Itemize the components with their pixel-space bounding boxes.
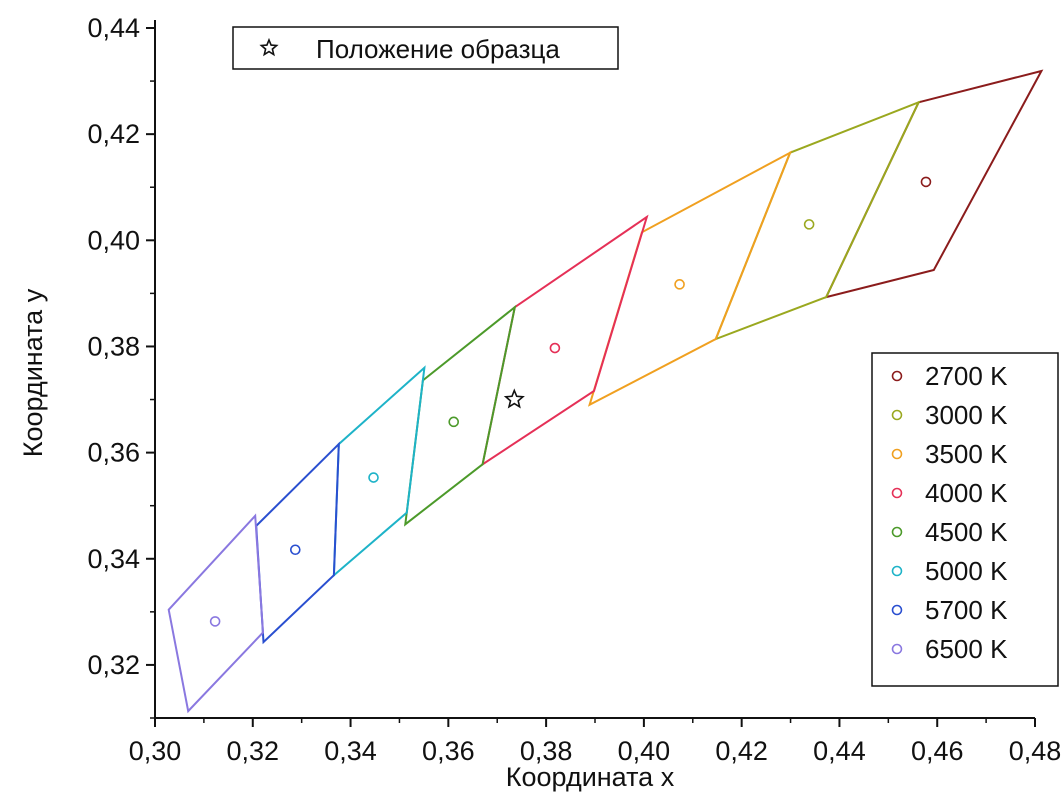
- x-tick-label: 0,30: [129, 736, 182, 766]
- star-icon-shape: [259, 37, 279, 57]
- center-point: [920, 176, 932, 188]
- sample-star-marker: [503, 388, 525, 409]
- x-tick-label: 0,44: [813, 736, 866, 766]
- y-tick-label: 0,38: [87, 331, 140, 361]
- star-icon: [259, 37, 279, 57]
- region-5000k: [332, 365, 426, 578]
- center-point: [448, 416, 460, 428]
- legend-label: 4500 K: [925, 517, 1008, 547]
- x-tick-label: 0,32: [226, 736, 279, 766]
- center-point: [674, 279, 685, 290]
- legend-marker: [891, 604, 903, 616]
- region-5700k: [255, 441, 340, 645]
- region-center-points: [209, 176, 932, 627]
- y-tick-label: 0,32: [87, 650, 140, 680]
- x-tick-label: 0,46: [911, 736, 964, 766]
- x-tick-label: 0,40: [618, 736, 671, 766]
- y-tick-label: 0,34: [87, 544, 140, 574]
- legend-marker: [891, 643, 903, 655]
- x-tick-label: 0,38: [520, 736, 573, 766]
- center-point: [368, 472, 379, 483]
- center-point: [209, 616, 221, 627]
- legend-marker: [891, 448, 903, 460]
- legend-marker: [891, 526, 903, 538]
- legend-label: 6500 K: [925, 634, 1008, 664]
- series-legend-box: [871, 352, 1059, 687]
- region-3000k: [714, 100, 921, 341]
- legend-marker: [891, 370, 903, 382]
- x-tick-label: 0,36: [422, 736, 475, 766]
- legend-label: 5700 K: [925, 595, 1008, 625]
- legend-label: 5000 K: [925, 556, 1008, 586]
- legend-label: 2700 K: [925, 361, 1008, 391]
- region-3500k: [587, 150, 793, 407]
- center-point: [549, 342, 561, 354]
- color-temperature-regions: [167, 69, 1044, 714]
- series-legend: 2700 K 3000 K 3500 K 4000 K 4500 K 5000 K 5700…: [871, 352, 1059, 687]
- legend-marker: [891, 565, 903, 577]
- legend-label: 3500 K: [925, 439, 1008, 469]
- region-2700k: [824, 69, 1044, 299]
- y-tick-label: 0,42: [87, 119, 140, 149]
- x-tick-label: 0,42: [715, 736, 768, 766]
- center-point: [290, 544, 301, 556]
- y-tick-label: 0,36: [87, 438, 140, 468]
- legend-label: 4000 K: [925, 478, 1008, 508]
- center-point: [803, 219, 815, 230]
- x-tick-label: 0,34: [324, 736, 377, 766]
- sample-legend-label: Положение образца: [316, 34, 560, 64]
- legend-label: 3000 K: [925, 400, 1008, 430]
- y-tick-label: 0,44: [87, 13, 140, 43]
- legend-marker: [891, 409, 903, 421]
- sample-legend-box: [232, 26, 619, 70]
- region-6500k: [167, 513, 265, 714]
- legend-marker: [891, 487, 903, 499]
- region-4500k: [404, 304, 517, 527]
- sample-legend: Положение образца: [232, 26, 619, 70]
- x-tick-label: 0,48: [1009, 736, 1061, 766]
- x-axis-title: Координата x: [506, 762, 675, 792]
- y-tick-label: 0,40: [87, 225, 140, 255]
- sample-point: [503, 388, 525, 409]
- y-axis-title: Координата y: [18, 288, 48, 457]
- axis-ticks: 0,30 0,32 0,34 0,36 0,38 0,40 0,42 0,44 0,46 0,48…: [87, 13, 1061, 766]
